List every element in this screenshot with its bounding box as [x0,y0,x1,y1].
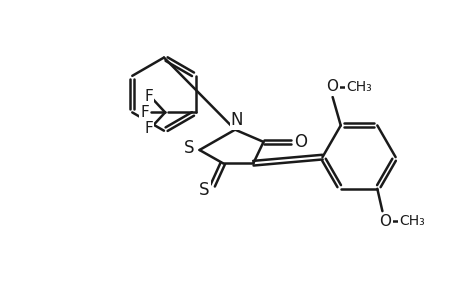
Text: CH₃: CH₃ [346,80,371,94]
Text: N: N [230,110,243,128]
Text: O: O [294,133,307,151]
Text: O: O [379,214,391,229]
Text: O: O [326,79,338,94]
Text: F: F [144,88,153,104]
Text: F: F [144,121,153,136]
Text: F: F [140,105,149,120]
Text: S: S [199,181,209,199]
Text: S: S [184,139,194,157]
Text: CH₃: CH₃ [398,214,424,228]
